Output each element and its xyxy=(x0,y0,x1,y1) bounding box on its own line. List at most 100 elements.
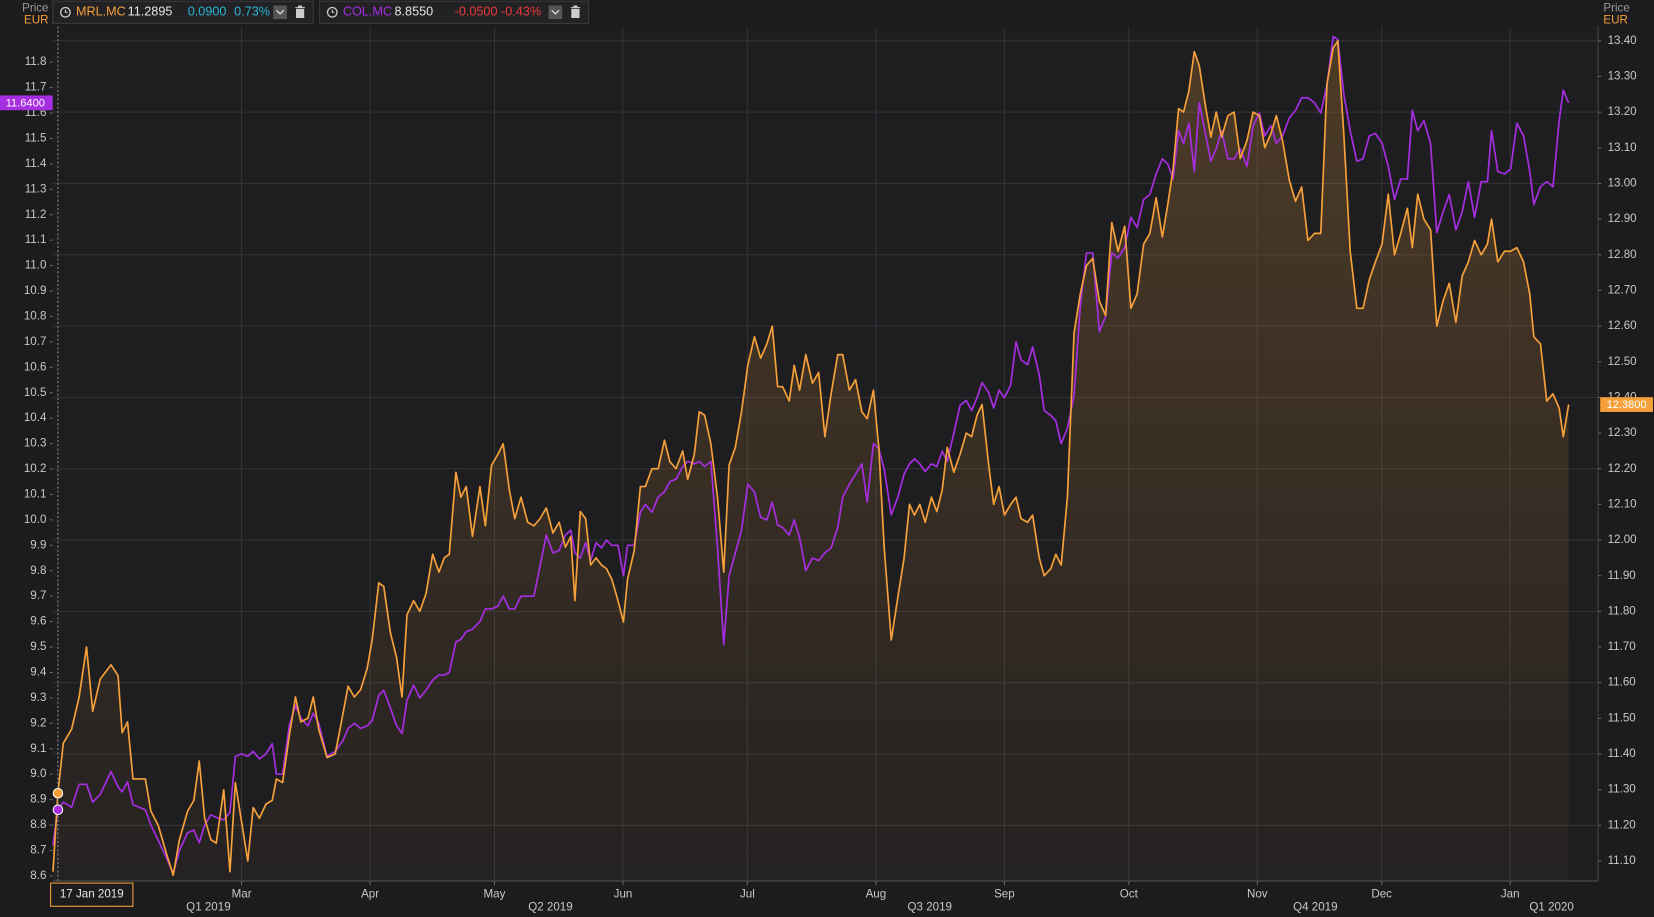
last-value-flag xyxy=(1600,397,1653,412)
y-tick-label: 9.6 xyxy=(30,615,46,628)
y2-tick-label: 11.20 xyxy=(1608,818,1636,831)
y-tick-label: 9.4 xyxy=(30,666,47,679)
x-tick-label: Jan xyxy=(1501,888,1520,901)
y2-tick-label: 11.80 xyxy=(1608,604,1636,617)
y-tick-label: 9.5 xyxy=(30,640,46,653)
y2-tick-label: 12.20 xyxy=(1608,462,1637,475)
quarter-label: Q4 2019 xyxy=(1293,900,1337,913)
y-tick-label: 10.7 xyxy=(24,335,47,348)
y-tick-label: 9.0 xyxy=(30,767,46,780)
y-tick-label: 10.9 xyxy=(24,284,47,297)
y2-tick-label: 11.10 xyxy=(1608,854,1636,867)
y-tick-label: 8.8 xyxy=(30,818,46,831)
y2-tick-label: 13.10 xyxy=(1608,141,1637,154)
y2-tick-label: 12.90 xyxy=(1608,212,1637,225)
quarter-label: Q2 2019 xyxy=(528,900,572,913)
y-tick-label: 10.4 xyxy=(24,411,47,424)
x-tick-label: Jul xyxy=(740,888,755,901)
y-tick-label: 10.8 xyxy=(24,309,47,322)
clock-hand xyxy=(64,9,68,13)
series-name: COL.MC xyxy=(343,5,392,19)
y2-tick-label: 11.30 xyxy=(1608,783,1636,796)
y-tick-label: 11.4 xyxy=(25,157,47,170)
y-tick-label: 11.0 xyxy=(25,259,47,272)
y2-tick-label: 13.40 xyxy=(1608,34,1637,47)
y-tick-label: 11.1 xyxy=(25,233,47,246)
quote-box xyxy=(52,0,314,24)
clock-icon xyxy=(60,6,71,18)
y-tick-label: 9.7 xyxy=(30,589,46,602)
cursor-date: 17 Jan 2019 xyxy=(60,888,124,901)
y-tick-label: 11.3 xyxy=(25,182,47,195)
y2-tick-label: 11.90 xyxy=(1608,569,1636,582)
x-tick-label: Aug xyxy=(866,888,887,901)
x-tick-label: Apr xyxy=(361,888,379,901)
clock-icon xyxy=(326,6,338,18)
y-tick-label: 11.5 xyxy=(25,131,47,144)
y2-tick-label: 11.60 xyxy=(1608,676,1636,689)
y2-tick-label: 11.40 xyxy=(1608,747,1636,760)
y2-tick-label: 12.30 xyxy=(1608,426,1637,439)
legend-header: MRL.MC 11.2895 0.0900 0.73% COL.MC 8.8550 -0.0… xyxy=(52,0,590,24)
dropdown-arrow xyxy=(551,9,560,15)
y-tick-label: 8.6 xyxy=(30,869,46,882)
x-tick-label: Oct xyxy=(1120,888,1139,901)
left-axis-unit: EUR xyxy=(24,13,48,26)
right-axis-unit: EUR xyxy=(1603,13,1627,26)
right-axis-label: Price xyxy=(1603,2,1629,15)
quarter-label: Q3 2019 xyxy=(908,900,952,913)
y2-tick-label: 12.70 xyxy=(1608,283,1637,296)
delete-icon[interactable] xyxy=(570,5,581,18)
y-tick-label: 8.9 xyxy=(30,793,46,806)
y2-tick-label: 13.30 xyxy=(1608,70,1637,83)
cursor-marker xyxy=(52,804,64,816)
y2-tick-label: 12.00 xyxy=(1608,533,1637,546)
y-tick-label: 10.1 xyxy=(24,488,47,501)
plot xyxy=(52,26,1570,881)
cursor-date-box xyxy=(50,882,134,907)
series-line xyxy=(52,39,1570,877)
last-value-label: 11.6400 xyxy=(6,97,45,109)
y-tick-label: 10.2 xyxy=(24,462,47,475)
quote-change: -0.0500 xyxy=(455,5,498,19)
y-tick-label: 11.8 xyxy=(25,55,47,68)
quote-change-pct: 0.73% xyxy=(234,5,270,19)
quarter-label: Q1 2020 xyxy=(1529,900,1573,913)
series-area xyxy=(52,40,1569,881)
delete-icon[interactable] xyxy=(295,5,305,18)
y2-tick-label: 12.60 xyxy=(1608,319,1637,332)
x-tick-label: May xyxy=(484,888,506,901)
quote-change-pct: -0.43% xyxy=(501,5,541,19)
quote-last: 8.8550 xyxy=(395,5,434,19)
left-axis-label: Price xyxy=(22,2,48,15)
quote-box xyxy=(319,0,590,24)
quote-last: 11.2895 xyxy=(128,5,173,19)
y2-tick-label: 11.70 xyxy=(1608,640,1636,653)
x-tick-label: Jun xyxy=(614,888,633,901)
y-tick-label: 9.1 xyxy=(30,742,46,755)
y-tick-label: 11.2 xyxy=(25,208,47,221)
y2-tick-label: 11.50 xyxy=(1608,711,1636,724)
series-name: MRL.MC xyxy=(76,5,126,19)
y-tick-label: 9.3 xyxy=(30,691,46,704)
y2-tick-label: 12.50 xyxy=(1608,355,1637,368)
y2-tick-label: 13.00 xyxy=(1608,177,1637,190)
y-tick-label: 10.6 xyxy=(24,360,47,373)
y-tick-label: 10.3 xyxy=(24,437,47,450)
y-tick-label: 10.0 xyxy=(24,513,47,526)
y2-tick-label: 12.80 xyxy=(1608,248,1637,261)
y-tick-label: 9.8 xyxy=(30,564,46,577)
last-value-label: 12.3800 xyxy=(1607,399,1647,411)
dropdown-button[interactable] xyxy=(273,5,287,20)
x-tick-label: Mar xyxy=(232,888,252,901)
cursor-marker xyxy=(52,787,64,799)
y-tick-label: 10.5 xyxy=(24,386,47,399)
last-value-flag xyxy=(0,95,53,111)
quarter-label: Q1 2019 xyxy=(186,900,230,913)
dropdown-button[interactable] xyxy=(548,5,563,20)
y-tick-label: 9.2 xyxy=(30,716,46,729)
axes: 8.6 8.7 8.8 8.9 9.0 9.1 9.2 9.3 9.4 9.5 9.6 9.7 9.8 9… xyxy=(0,34,1653,913)
y-tick-label: 11.7 xyxy=(25,81,47,94)
x-tick-label: Nov xyxy=(1247,888,1268,901)
